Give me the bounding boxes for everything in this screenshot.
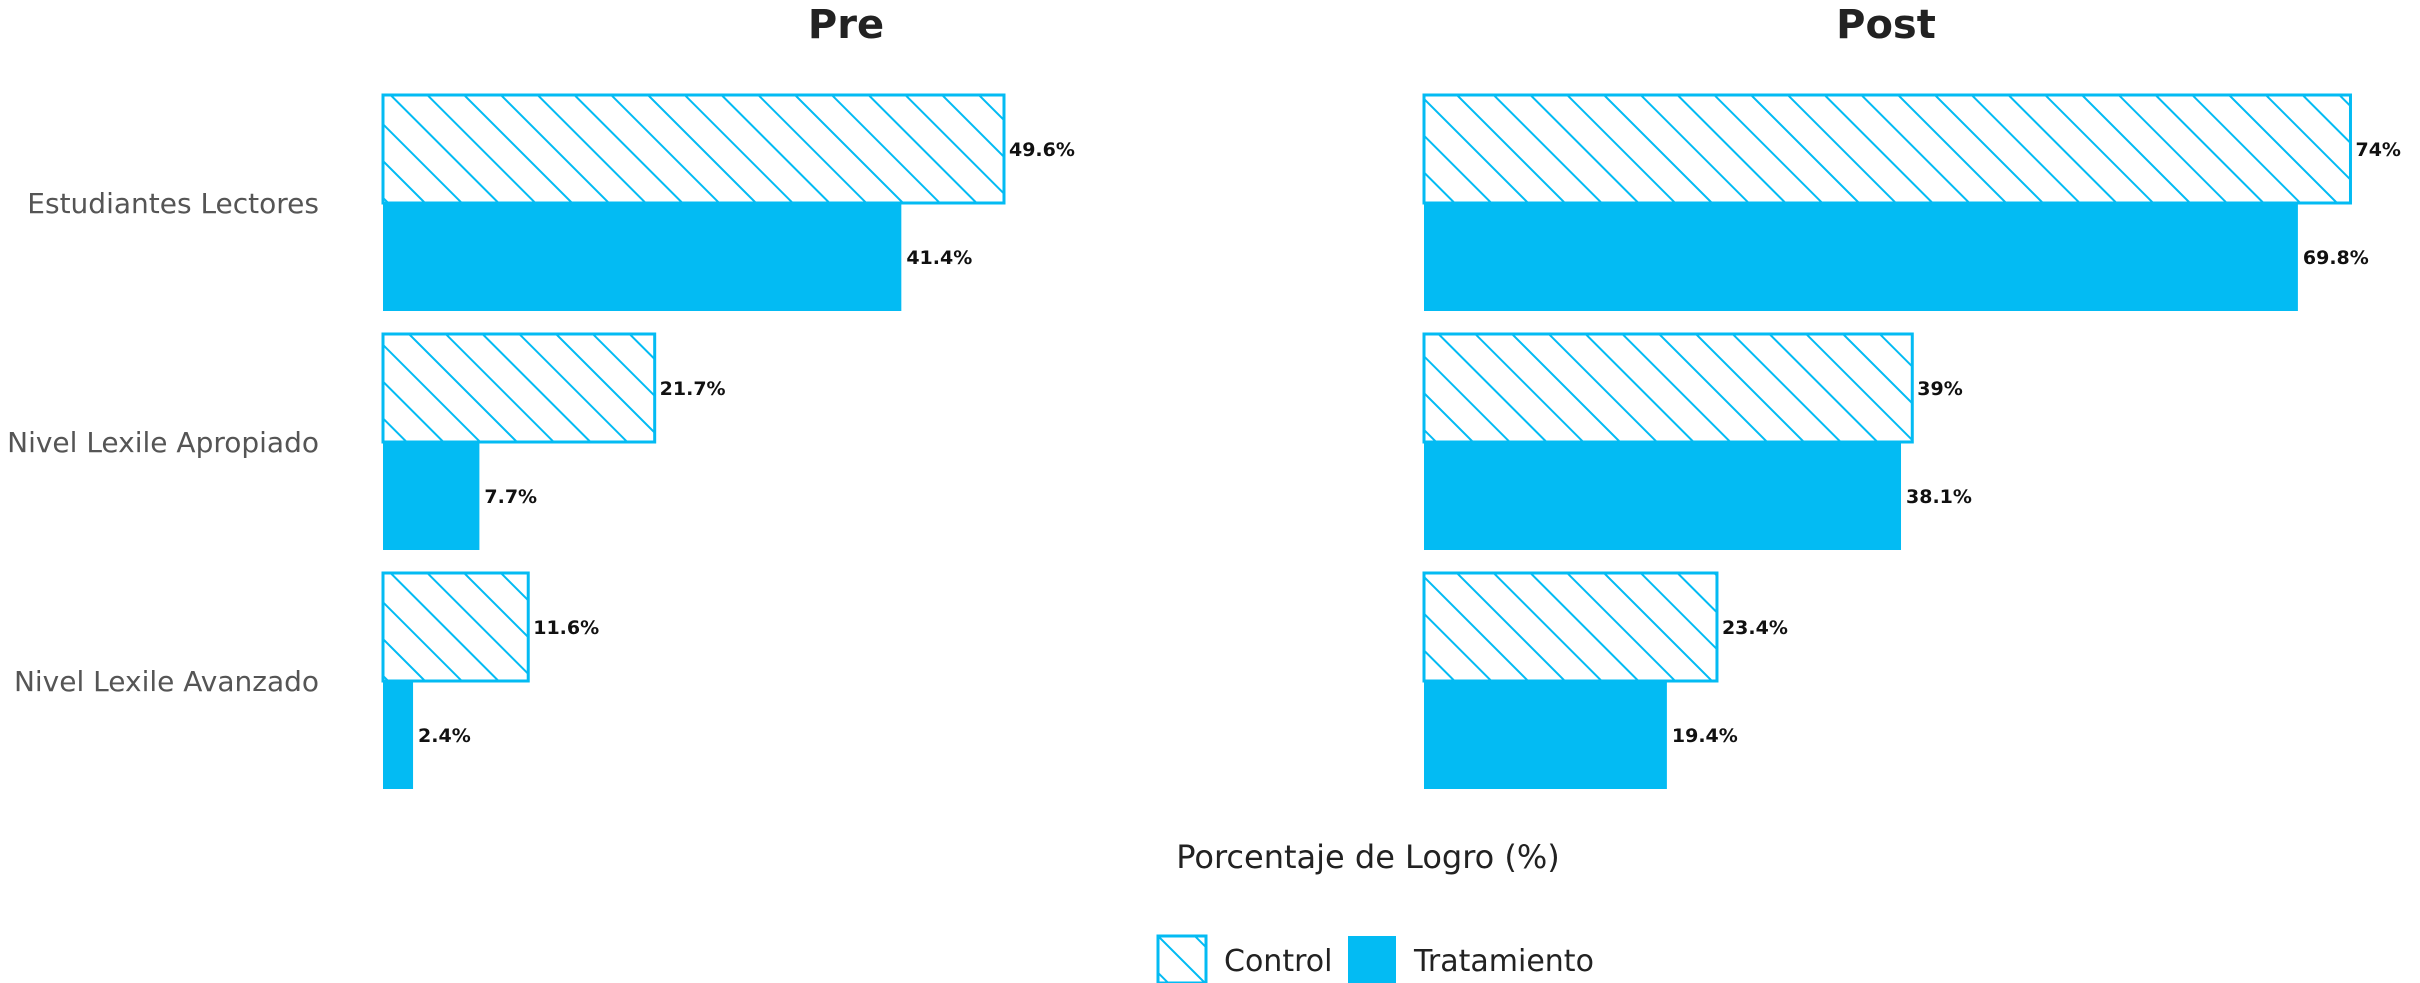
bar-label-post-control-1: 39% xyxy=(1917,378,1962,400)
bar-label-post-tratamiento-0: 69.8% xyxy=(2303,247,2369,269)
bar-label-pre-tratamiento-0: 41.4% xyxy=(906,247,972,269)
bar-pre-control-2 xyxy=(381,571,530,683)
y-axis-labels: Estudiantes Lectores Nivel Lexile Apropi… xyxy=(7,187,319,698)
bar-label-post-control-2: 23.4% xyxy=(1722,617,1788,639)
bar-post-tratamiento-0 xyxy=(1424,203,2298,311)
bar-pre-control-0 xyxy=(381,93,1006,205)
legend-swatch-control xyxy=(1156,934,1208,983)
legend-label-tratamiento: Tratamiento xyxy=(1413,944,1594,979)
x-axis-title: Porcentaje de Logro (%) xyxy=(1176,838,1560,876)
bar-label-pre-control-2: 11.6% xyxy=(533,617,599,639)
legend-label-control: Control xyxy=(1224,944,1332,979)
legend-swatch-tratamiento xyxy=(1348,936,1396,983)
panel-title-post: Post xyxy=(1836,2,1936,48)
bar-pre-tratamiento-0 xyxy=(383,203,902,311)
legend-item-tratamiento: Tratamiento xyxy=(1348,936,1594,983)
bar-label-post-tratamiento-1: 38.1% xyxy=(1906,486,1972,508)
bar-post-control-2 xyxy=(1422,571,1719,683)
bar-label-post-tratamiento-2: 19.4% xyxy=(1672,725,1738,747)
category-label-0: Estudiantes Lectores xyxy=(27,187,319,220)
panel-title-pre: Pre xyxy=(808,2,884,48)
category-label-2: Nivel Lexile Avanzado xyxy=(14,665,319,698)
bar-label-post-control-0: 74% xyxy=(2355,139,2400,161)
bar-pre-tratamiento-1 xyxy=(383,442,480,550)
legend-item-control: Control xyxy=(1156,934,1332,983)
bar-label-pre-tratamiento-2: 2.4% xyxy=(418,725,471,747)
category-label-1: Nivel Lexile Apropiado xyxy=(7,426,319,459)
panel-post: 74% 39% 23.4% 69.8% 38.1% 19.4% xyxy=(1422,93,2401,789)
bar-label-pre-control-0: 49.6% xyxy=(1009,139,1075,161)
bar-label-pre-control-1: 21.7% xyxy=(660,378,726,400)
legend: Control Tratamiento xyxy=(1156,934,1594,983)
bar-post-control-1 xyxy=(1422,332,1914,444)
bar-label-pre-tratamiento-1: 7.7% xyxy=(484,486,537,508)
panel-pre: 49.6% 21.7% 11.6% 41.4% 7.7% 2.4% xyxy=(381,93,1075,789)
bar-pre-tratamiento-2 xyxy=(383,681,414,789)
bar-post-tratamiento-1 xyxy=(1424,442,1902,550)
bar-post-tratamiento-2 xyxy=(1424,681,1667,789)
bar-post-control-0 xyxy=(1422,93,2352,205)
bar-pre-control-1 xyxy=(381,332,657,444)
